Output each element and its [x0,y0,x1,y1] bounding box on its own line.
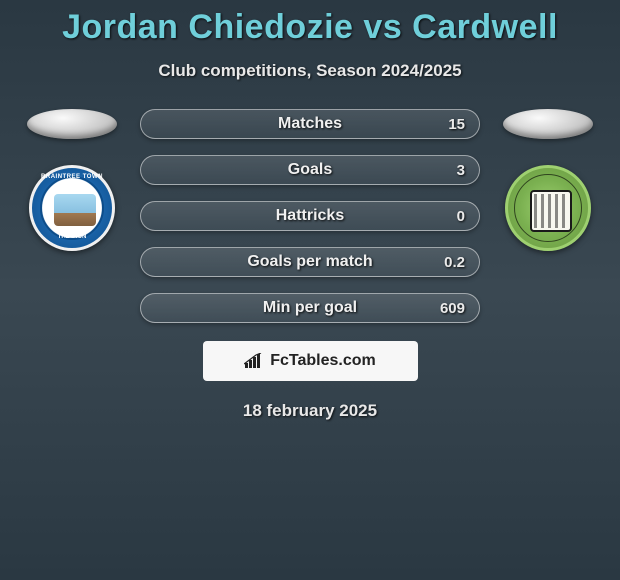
right-player-avatar-placeholder [503,109,593,139]
stat-row: Goals 3 [140,155,480,185]
date-label: 18 february 2025 [0,401,620,421]
right-club-crest [505,165,591,251]
subtitle: Club competitions, Season 2024/2025 [0,61,620,81]
stat-row: Matches 15 [140,109,480,139]
comparison-container: BRAINTREE TOWN THE IRON Matches 15 Goals… [0,109,620,323]
stat-right-value: 609 [425,300,465,317]
left-club-motto: THE IRON [32,234,112,240]
stat-label: Goals per match [195,253,425,271]
right-club-emblem [530,190,572,232]
stat-label: Goals [195,161,425,179]
brand-badge[interactable]: FcTables.com [203,341,418,381]
stats-list: Matches 15 Goals 3 Hattricks 0 Goals per… [140,109,480,323]
stat-row: Goals per match 0.2 [140,247,480,277]
left-player-side: BRAINTREE TOWN THE IRON [22,109,122,251]
stat-label: Hattricks [195,207,425,225]
stat-right-value: 15 [425,116,465,133]
stat-row: Min per goal 609 [140,293,480,323]
left-club-emblem [54,194,96,226]
chart-icon [244,353,264,369]
stat-row: Hattricks 0 [140,201,480,231]
right-club-stripes [534,194,568,228]
left-player-avatar-placeholder [27,109,117,139]
right-player-side [498,109,598,251]
stat-label: Matches [195,115,425,133]
left-club-crest: BRAINTREE TOWN THE IRON [29,165,115,251]
stat-label: Min per goal [195,299,425,317]
stat-right-value: 0.2 [425,254,465,271]
left-club-name: BRAINTREE TOWN [32,174,112,180]
stat-right-value: 0 [425,208,465,225]
page-title: Jordan Chiedozie vs Cardwell [0,0,620,47]
stat-right-value: 3 [425,162,465,179]
brand-text: FcTables.com [270,352,376,370]
